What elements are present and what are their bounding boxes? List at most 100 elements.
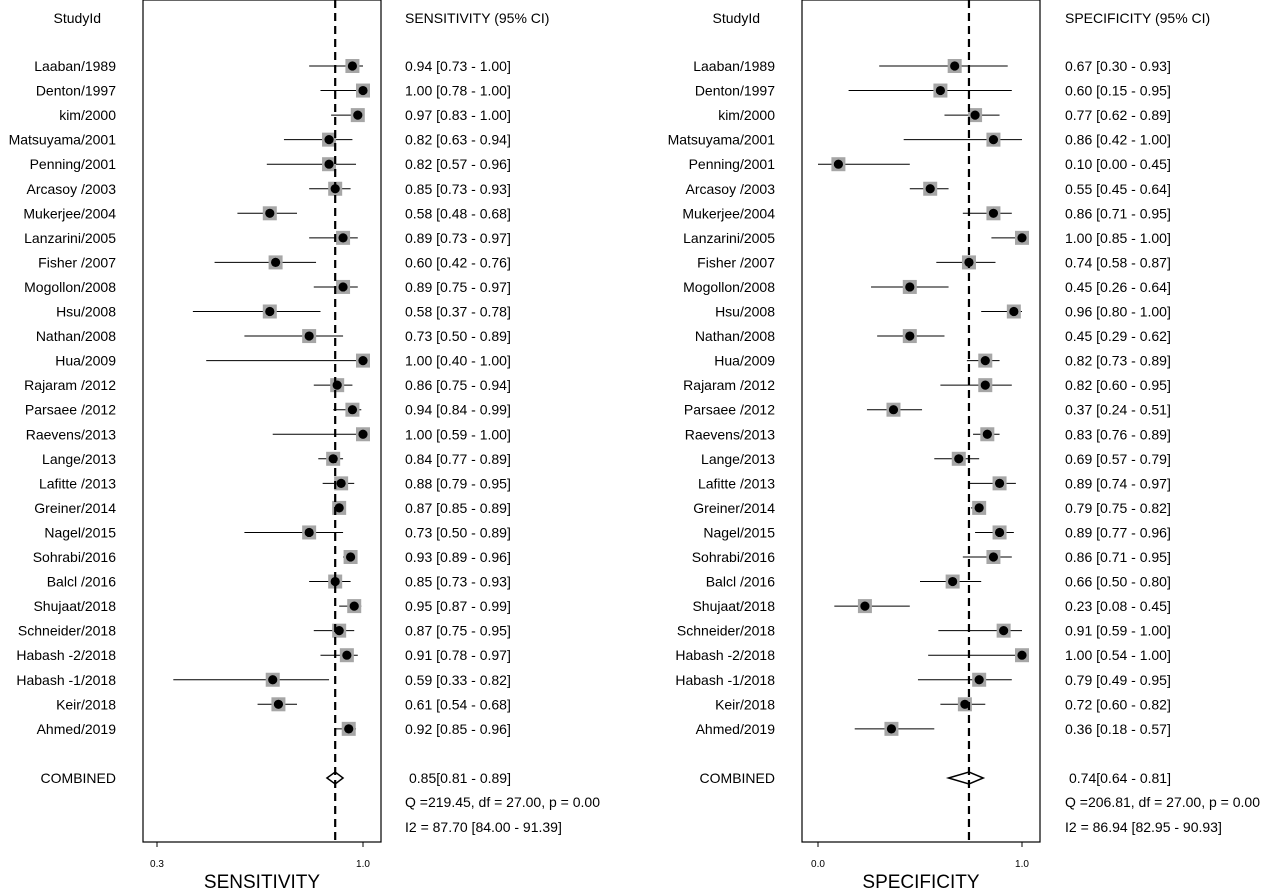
spec-study-label: Habash -1/2018: [675, 672, 775, 688]
sens-point-estimate: [268, 675, 278, 685]
sens-point-estimate: [332, 380, 342, 390]
sens-point-estimate: [328, 454, 338, 464]
sens-x-tick-label: 1.0: [356, 859, 370, 870]
spec-ci-value: 0.10 [0.00 - 0.45]: [1065, 156, 1171, 172]
sens-study-label: Greiner/2014: [34, 500, 116, 516]
spec-study-row: Matsuyama/2001 0.86 [0.42 - 1.00]: [668, 132, 1171, 148]
sens-ci-value: 0.87 [0.75 - 0.95]: [405, 623, 511, 639]
sens-study-label: Shujaat/2018: [33, 598, 116, 614]
sens-study-row: Balcl /2016 0.85 [0.73 - 0.93]: [47, 574, 511, 590]
spec-study-row: Ahmed/2019 0.36 [0.18 - 0.57]: [696, 721, 1171, 737]
spec-ci-value: 0.55 [0.45 - 0.64]: [1065, 181, 1171, 197]
spec-study-label: Lanzarini/2005: [683, 230, 775, 246]
spec-point-estimate: [935, 85, 946, 96]
sens-study-label: Hua/2009: [55, 353, 116, 369]
sens-ci-value: 0.85 [0.73 - 0.93]: [405, 181, 511, 197]
spec-study-row: Raevens/2013 0.83 [0.76 - 0.89]: [685, 426, 1171, 442]
spec-study-label: Raevens/2013: [685, 426, 776, 442]
spec-point-estimate: [999, 626, 1009, 636]
spec-study-row: Sohrabi/2016 0.86 [0.71 - 0.95]: [692, 549, 1171, 565]
sens-study-label: Penning/2001: [30, 156, 117, 172]
sens-ci-value: 0.82 [0.57 - 0.96]: [405, 156, 511, 172]
spec-study-label: Mukerjee/2004: [682, 205, 775, 221]
spec-study-row: Lanzarini/2005 1.00 [0.85 - 1.00]: [683, 230, 1171, 246]
sens-point-estimate: [358, 85, 368, 96]
spec-study-label: Mogollon/2008: [683, 279, 775, 295]
sens-study-row: Laaban/1989 0.94 [0.73 - 1.00]: [34, 58, 511, 74]
spec-study-row: Hsu/2008 0.96 [0.80 - 1.00]: [715, 304, 1171, 320]
sens-study-row: Mogollon/2008 0.89 [0.75 - 0.97]: [24, 279, 511, 295]
sens-ci-value: 0.92 [0.85 - 0.96]: [405, 721, 511, 737]
sens-ci-value: 0.91 [0.78 - 0.97]: [405, 647, 511, 663]
spec-study-label: Balcl /2016: [706, 574, 775, 590]
sens-study-row: Shujaat/2018 0.95 [0.87 - 0.99]: [33, 598, 510, 614]
sens-point-estimate: [353, 110, 363, 120]
sens-study-label: Rajaram /2012: [24, 377, 116, 393]
spec-study-label: Sohrabi/2016: [692, 549, 776, 565]
spec-point-estimate: [974, 503, 984, 513]
sens-combined-ci: 0.85[0.81 - 0.89]: [409, 770, 511, 786]
spec-point-estimate: [950, 61, 960, 71]
sens-study-row: Greiner/2014 0.87 [0.85 - 0.89]: [34, 500, 511, 516]
spec-ci-value: 0.86 [0.71 - 0.95]: [1065, 549, 1171, 565]
spec-ci-value: 0.69 [0.57 - 0.79]: [1065, 451, 1171, 467]
spec-ci-value: 0.96 [0.80 - 1.00]: [1065, 304, 1171, 320]
sens-ci-value: 0.97 [0.83 - 1.00]: [405, 107, 511, 123]
sens-point-estimate: [347, 405, 358, 415]
spec-study-label: Nathan/2008: [695, 328, 775, 344]
sens-point-estimate: [358, 429, 368, 439]
sens-study-row: Ahmed/2019 0.92 [0.85 - 0.96]: [37, 721, 511, 737]
sens-study-label: Habash -2/2018: [16, 647, 116, 663]
spec-study-label: Lange/2013: [701, 451, 775, 467]
spec-ci-value: 0.82 [0.60 - 0.95]: [1065, 377, 1171, 393]
spec-study-row: Laaban/1989 0.67 [0.30 - 0.93]: [693, 58, 1171, 74]
spec-combined-diamond: [945, 771, 986, 785]
sens-study-row: Raevens/2013 1.00 [0.59 - 1.00]: [26, 426, 511, 442]
sens-study-row: Denton/1997 1.00 [0.78 - 1.00]: [36, 83, 511, 99]
spec-ci-value: 0.60 [0.15 - 0.95]: [1065, 83, 1171, 99]
sens-study-row: Nathan/2008 0.73 [0.50 - 0.89]: [36, 328, 511, 344]
sens-heterogeneity-stat: Q =219.45, df = 27.00, p = 0.00: [405, 794, 600, 810]
spec-point-estimate: [988, 208, 999, 218]
spec-study-label: Lafitte /2013: [698, 475, 775, 491]
spec-study-label: Laaban/1989: [693, 58, 775, 74]
spec-point-estimate: [960, 699, 970, 709]
sens-study-label: Schneider/2018: [18, 623, 116, 639]
spec-study-row: Mogollon/2008 0.45 [0.26 - 0.64]: [683, 279, 1171, 295]
spec-ci-value: 0.86 [0.42 - 1.00]: [1065, 132, 1171, 148]
sens-study-row: Matsuyama/2001 0.82 [0.63 - 0.94]: [9, 132, 511, 148]
spec-ci-value: 0.79 [0.75 - 0.82]: [1065, 500, 1171, 516]
spec-point-estimate: [980, 356, 990, 366]
sens-ci-value: 0.94 [0.73 - 1.00]: [405, 58, 511, 74]
spec-ci-value: 0.72 [0.60 - 0.82]: [1065, 696, 1171, 712]
sens-study-row: Arcasoy /2003 0.85 [0.73 - 0.93]: [27, 181, 511, 197]
spec-study-row: Greiner/2014 0.79 [0.75 - 0.82]: [693, 500, 1171, 516]
sens-point-estimate: [324, 135, 334, 145]
spec-point-estimate: [954, 454, 964, 464]
sens-study-label: Lanzarini/2005: [24, 230, 116, 246]
spec-study-label: Greiner/2014: [693, 500, 775, 516]
sens-ci-value: 0.87 [0.85 - 0.89]: [405, 500, 511, 516]
sens-point-estimate: [338, 233, 348, 243]
sens-point-estimate: [336, 478, 346, 488]
spec-ci-value: 0.89 [0.74 - 0.97]: [1065, 475, 1171, 491]
spec-ci-value: 1.00 [0.85 - 1.00]: [1065, 230, 1171, 246]
spec-ci-header: SPECIFICITY (95% CI): [1065, 10, 1210, 26]
sens-study-label: Habash -1/2018: [16, 672, 116, 688]
spec-ci-value: 0.83 [0.76 - 0.89]: [1065, 426, 1171, 442]
sens-study-label: Sohrabi/2016: [33, 549, 117, 565]
sens-ci-value: 0.82 [0.63 - 0.94]: [405, 132, 511, 148]
spec-point-estimate: [970, 110, 980, 120]
spec-ci-value: 1.00 [0.54 - 1.00]: [1065, 647, 1171, 663]
sens-point-estimate: [344, 724, 354, 734]
sens-ci-value: 0.88 [0.79 - 0.95]: [405, 475, 511, 491]
sens-point-estimate: [265, 306, 275, 317]
spec-ci-value: 0.82 [0.73 - 0.89]: [1065, 353, 1171, 369]
sens-ci-value: 0.59 [0.33 - 0.82]: [405, 672, 511, 688]
sens-study-label: Arcasoy /2003: [27, 181, 117, 197]
spec-ci-value: 0.67 [0.30 - 0.93]: [1065, 58, 1171, 74]
spec-point-estimate: [1009, 306, 1019, 317]
spec-study-label: Hua/2009: [714, 353, 775, 369]
sens-study-label: Raevens/2013: [26, 426, 117, 442]
